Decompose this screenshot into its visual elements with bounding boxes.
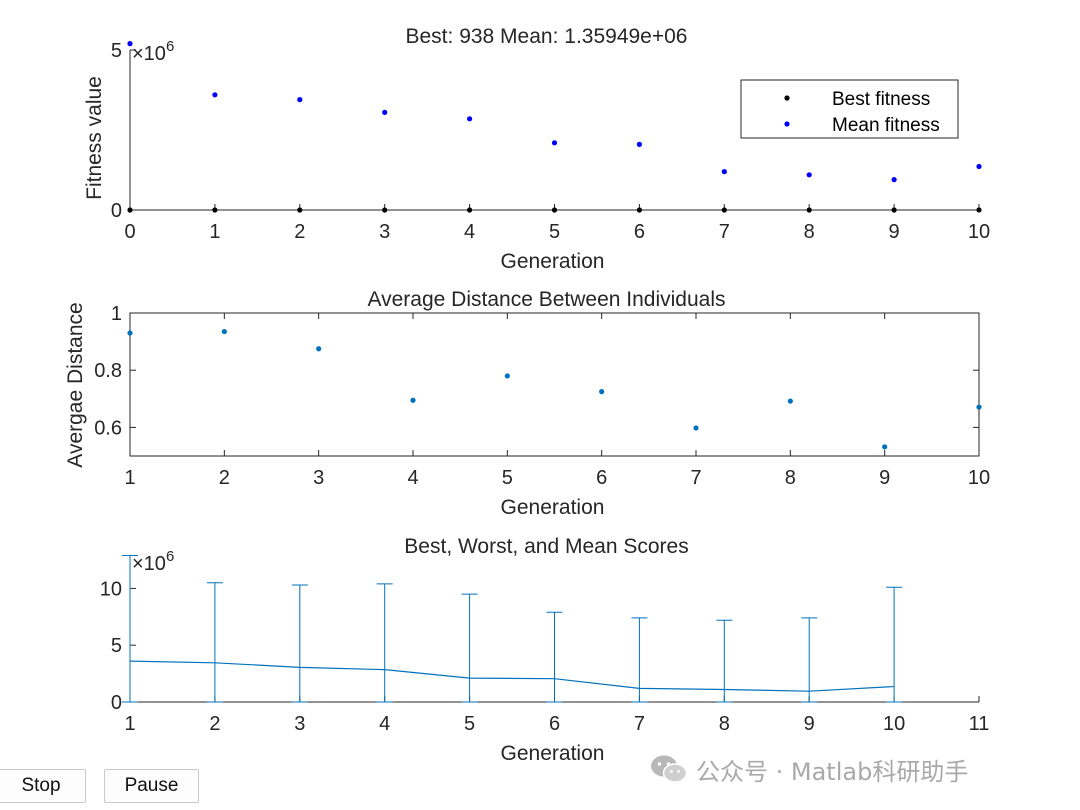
chart2-x-tick-label: 4: [407, 467, 418, 489]
chart1-series1-point: [297, 207, 303, 213]
pause-button[interactable]: Pause: [104, 769, 199, 803]
chart1-x-tick-label: 9: [889, 221, 900, 243]
chart2-x-tick-label: 6: [596, 467, 607, 489]
chart3-x-tick-label: 8: [719, 713, 730, 735]
chart1-series1-point: [127, 207, 133, 213]
chart2-x-tick-label: 10: [968, 467, 990, 489]
chart3-x-tick-label: 7: [634, 713, 645, 735]
chart2-series1-point: [316, 346, 322, 352]
watermark-text: 公众号 · Matlab科研助手: [696, 757, 969, 786]
chart1-series1-point: [891, 207, 897, 213]
chart1-series2-point: [382, 109, 388, 115]
chart2-series1-point: [410, 397, 416, 403]
chart3-x-tick-label: 2: [209, 713, 220, 735]
chart1-series1-point: [976, 207, 982, 213]
chart2-series1-point: [693, 425, 699, 431]
chart2-y-axis-label: Avergae Distance: [64, 302, 87, 467]
chart1-series1-point: [467, 207, 473, 213]
chart1-legend-box: [740, 79, 959, 139]
chart2-x-axis-label: Generation: [501, 496, 605, 519]
chart1-series2-point: [467, 116, 473, 122]
chart2-series1-point: [976, 404, 982, 410]
chart2-series1-point: [504, 373, 510, 379]
chart1-legend-marker: [784, 121, 790, 127]
chart2-series1-point: [127, 330, 133, 336]
chart3-x-tick-label: 9: [804, 713, 815, 735]
chart1-x-tick-label: 5: [549, 221, 560, 243]
chart1-series2-point: [721, 169, 727, 175]
chart1-y-tick-label: 5: [111, 40, 122, 62]
chart1-series1-point: [551, 207, 558, 213]
chart1-x-tick-label: 1: [209, 221, 220, 243]
chart1-x-tick-label: 8: [804, 221, 815, 243]
chart3-x-tick-label: 4: [379, 713, 390, 735]
chart1-x-tick-label: 4: [464, 221, 475, 243]
chart3-x-tick-label: 1: [124, 713, 135, 735]
chart1-title: Best: 938 Mean: 1.35949e+06: [406, 25, 688, 48]
chart2-title: Average Distance Between Individuals: [368, 288, 726, 311]
chart2-series1-point: [882, 444, 888, 450]
chart3-x-tick-label: 11: [969, 713, 990, 735]
chart3-x-tick-label: 3: [294, 713, 305, 735]
chart1-series2-point: [806, 172, 812, 178]
chart3-y-tick-label: 5: [111, 635, 122, 657]
chart2-x-tick-label: 7: [690, 467, 701, 489]
chart1-y-tick-label: 0: [111, 200, 122, 222]
chart1-y-multiplier: ×106: [132, 38, 174, 65]
chart3-mean-line: [129, 660, 895, 692]
chart1-x-tick-label: 7: [719, 221, 730, 243]
chart1-x-tick-label: 10: [968, 221, 990, 243]
wechat-icon: [651, 755, 688, 783]
watermark: 公众号 · Matlab科研助手: [650, 752, 968, 786]
chart1-x-tick-label: 0: [124, 221, 135, 243]
chart1-legend-label: Best fitness: [832, 89, 930, 110]
stop-button[interactable]: Stop: [0, 769, 86, 803]
chart3-y-tick-label: 10: [100, 578, 122, 600]
chart1-series2-point: [297, 97, 303, 103]
chart1-series2-point: [127, 41, 133, 47]
chart1-series2-point: [976, 163, 982, 170]
chart2-x-tick-label: 1: [124, 467, 135, 489]
chart1-x-tick-label: 6: [634, 221, 645, 243]
chart2-series1-point: [599, 389, 605, 395]
chart1-series2-point: [212, 92, 218, 98]
chart1-series1-point: [382, 207, 388, 213]
chart1-series1-point: [212, 207, 218, 213]
chart3-x-tick-label: 10: [883, 713, 905, 735]
chart3-x-axis-label: Generation: [501, 742, 605, 765]
chart1-series2-point: [636, 141, 643, 147]
chart2-y-tick-label: 0.6: [94, 417, 122, 439]
chart3-x-tick-label: 6: [549, 713, 560, 735]
chart1-series2-point: [551, 140, 558, 146]
chart1-y-exponent: 6: [166, 38, 174, 55]
chart1-series2-point: [891, 177, 897, 183]
chart1-series1-point: [721, 207, 727, 213]
chart1-legend-marker: [784, 95, 790, 101]
chart3-title: Best, Worst, and Mean Scores: [404, 535, 688, 558]
chart2-series1-point: [221, 328, 227, 335]
chart1-series1-point: [636, 207, 643, 213]
chart2-x-tick-label: 2: [219, 467, 230, 489]
chart2-x-tick-label: 3: [313, 467, 324, 489]
chart2-series1-point: [787, 398, 793, 404]
chart1-x-tick-label: 2: [294, 221, 305, 243]
chart2-y-tick-label: 0.8: [94, 360, 122, 382]
chart3-y-multiplier: ×106: [132, 548, 174, 575]
chart3-x-tick-label: 5: [464, 713, 475, 735]
chart3-y-tick-label: 0: [111, 692, 122, 714]
chart2-x-tick-label: 8: [785, 467, 796, 489]
chart2-y-tick-label: 1: [111, 303, 122, 325]
chart2-x-tick-label: 5: [502, 467, 513, 489]
chart1-x-axis-label: Generation: [501, 250, 605, 273]
chart3-y-exponent: 6: [166, 548, 174, 565]
chart1-x-tick-label: 3: [379, 221, 390, 243]
chart1-y-axis-label: Fitness value: [83, 76, 106, 200]
chart1-series1-point: [806, 207, 812, 213]
chart2-x-tick-label: 9: [879, 467, 890, 489]
chart2-axes-box: [129, 312, 980, 457]
chart1-legend-label: Mean fitness: [832, 115, 940, 136]
